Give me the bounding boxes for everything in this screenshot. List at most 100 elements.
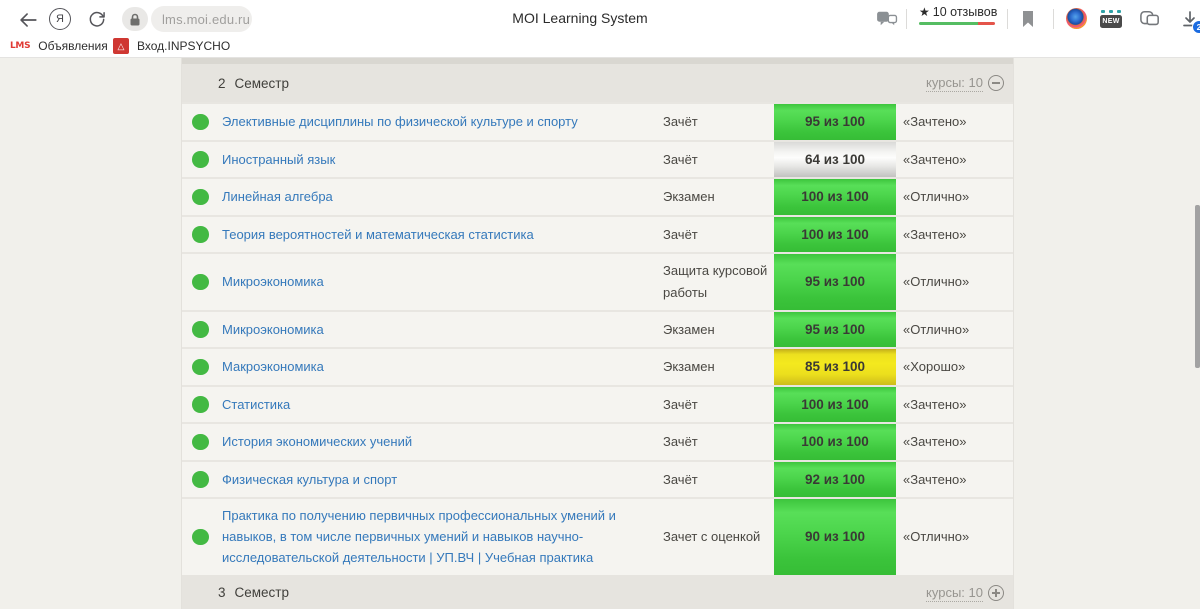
score-text: 100 из 100 <box>801 396 869 412</box>
reviews-widget[interactable]: ★ 10 отзывов <box>919 5 997 25</box>
status-cell <box>182 396 222 413</box>
status-cell <box>182 188 222 205</box>
semester-number: 3 <box>218 584 226 600</box>
exam-type: Зачёт <box>663 151 698 167</box>
new-dashes <box>1101 10 1121 14</box>
status-dot-icon <box>192 396 209 413</box>
course-link[interactable]: Иностранный язык <box>222 151 336 167</box>
previous-section-edge <box>182 58 1013 64</box>
exam-type: Зачёт <box>663 396 698 412</box>
status-cell <box>182 433 222 450</box>
address-bar[interactable]: lms.moi.edu.ru <box>151 6 252 32</box>
exam-type: Экзамен <box>663 321 715 337</box>
protect-icon[interactable] <box>874 9 900 29</box>
inpsycho-favicon: △ <box>113 38 129 54</box>
course-row: Элективные дисциплины по физической куль… <box>182 102 1013 140</box>
course-row: Практика по получению первичных професси… <box>182 497 1013 575</box>
semester-3-header[interactable]: 3 Семестр курсы: 10 <box>182 574 1013 609</box>
exam-type: Экзамен <box>663 189 715 205</box>
status-cell <box>182 358 222 375</box>
score-text: 64 из 100 <box>804 151 866 167</box>
status-dot-icon <box>192 528 209 545</box>
courses-count[interactable]: курсы: 10 <box>926 74 983 92</box>
grades-table: 2 Семестр курсы: 10 Элективные дисциплин… <box>181 58 1014 609</box>
score-cell: 90 из 100 <box>774 499 896 575</box>
course-link[interactable]: Практика по получению первичных професси… <box>222 507 616 566</box>
course-link[interactable]: Статистика <box>222 396 291 412</box>
score-cell: 100 из 100 <box>774 386 896 422</box>
grade: «Зачтено» <box>903 151 967 167</box>
score-text: 95 из 100 <box>804 274 866 290</box>
rating-green-segment <box>919 22 979 25</box>
score-cell: 92 из 100 <box>774 461 896 497</box>
expand-icon[interactable] <box>988 585 1004 601</box>
score-text: 92 из 100 <box>804 471 866 487</box>
reload-button[interactable] <box>86 8 108 30</box>
course-link[interactable]: История экономических учений <box>222 434 413 450</box>
course-link[interactable]: Микроэкономика <box>222 274 324 290</box>
score-text: 100 из 100 <box>801 226 869 242</box>
course-row: Физическая культура и спорт Зачёт 92 из 10… <box>182 459 1013 497</box>
status-cell <box>182 113 222 130</box>
course-row: Микроэкономика Защита курсовой работы 95 и… <box>182 252 1013 310</box>
new-extension-icon[interactable]: NEW <box>1099 7 1123 31</box>
back-button[interactable] <box>16 8 40 32</box>
status-cell <box>182 273 222 290</box>
score-cell: 100 из 100 <box>774 179 896 215</box>
site-security-button[interactable] <box>122 7 148 31</box>
score-cell: 64 из 100 <box>774 141 896 177</box>
grade: «Зачтено» <box>903 434 967 450</box>
course-row: Линейная алгебра Экзамен 100 из 100 «Отличн… <box>182 177 1013 215</box>
collapse-icon[interactable] <box>988 75 1004 91</box>
grade: «Отлично» <box>903 529 970 545</box>
course-link[interactable]: Линейная алгебра <box>222 189 333 205</box>
collections-icon[interactable] <box>1138 8 1162 30</box>
bookmark-item-inpsycho[interactable]: △ Вход.INPSYCHO <box>113 38 230 54</box>
status-dot-icon <box>192 226 209 243</box>
bookmark-icon[interactable] <box>1018 8 1038 30</box>
score-text: 85 из 100 <box>804 359 866 375</box>
semester-title: Семестр <box>234 75 290 91</box>
course-link[interactable]: Макроэкономика <box>222 359 324 375</box>
course-link[interactable]: Теория вероятностей и математическая ста… <box>222 226 534 242</box>
grade: «Зачтено» <box>903 396 967 412</box>
download-count-badge: 2 <box>1192 20 1200 34</box>
semester-2-header[interactable]: 2 Семестр курсы: 10 <box>182 64 1013 102</box>
grade: «Отлично» <box>903 189 970 205</box>
course-name-cell: Иностранный язык <box>222 149 658 170</box>
status-dot-icon <box>192 471 209 488</box>
status-dot-icon <box>192 188 209 205</box>
status-dot-icon <box>192 151 209 168</box>
course-row: Теория вероятностей и математическая ста… <box>182 214 1013 252</box>
downloads-icon[interactable]: 2 <box>1178 7 1200 34</box>
yandex-button[interactable]: Я <box>49 8 71 30</box>
extension-browser-icon[interactable] <box>1066 8 1087 29</box>
course-rows: Элективные дисциплины по физической куль… <box>182 102 1013 575</box>
courses-count[interactable]: курсы: 10 <box>926 584 983 602</box>
scrollbar-thumb[interactable] <box>1195 205 1200 368</box>
exam-type: Зачёт <box>663 114 698 130</box>
rating-bar <box>919 22 995 25</box>
score-cell: 100 из 100 <box>774 216 896 252</box>
status-dot-icon <box>192 358 209 375</box>
course-link[interactable]: Физическая культура и спорт <box>222 471 398 487</box>
status-dot-icon <box>192 321 209 338</box>
exam-type: Зачет с оценкой <box>663 529 761 545</box>
course-link[interactable]: Микроэкономика <box>222 321 324 337</box>
status-dot-icon <box>192 113 209 130</box>
semester-title: Семестр <box>234 584 290 600</box>
course-name-cell: Макроэкономика <box>222 356 658 377</box>
score-text: 100 из 100 <box>801 189 869 205</box>
exam-type: Зачёт <box>663 471 698 487</box>
grade: «Зачтено» <box>903 226 967 242</box>
exam-type: Зачёт <box>663 226 698 242</box>
course-row: Микроэкономика Экзамен 95 из 100 «Отлично» <box>182 309 1013 347</box>
browser-chrome: Я lms.moi.edu.ru MOI Learning System ★ 10… <box>0 0 1200 58</box>
course-row: Статистика Зачёт 100 из 100 «Зачтено» <box>182 384 1013 422</box>
bookmark-item-announcements[interactable]: LMS Объявления <box>10 38 108 54</box>
course-link[interactable]: Элективные дисциплины по физической куль… <box>222 114 578 130</box>
course-row: История экономических учений Зачёт 100 из … <box>182 422 1013 460</box>
page-title: MOI Learning System <box>512 10 648 26</box>
star-icon: ★ <box>919 5 930 19</box>
